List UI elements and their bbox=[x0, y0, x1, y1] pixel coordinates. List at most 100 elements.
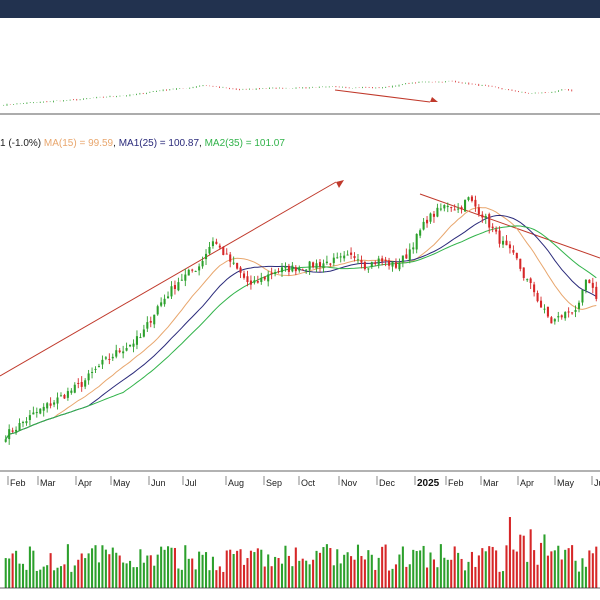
candle-body bbox=[156, 306, 159, 315]
volume-bar bbox=[550, 551, 553, 588]
candle-body bbox=[367, 268, 370, 270]
volume-bar bbox=[484, 551, 487, 588]
volume-bar bbox=[464, 570, 467, 588]
volume-bar bbox=[315, 550, 318, 588]
candle-body bbox=[553, 319, 556, 322]
candle-body bbox=[564, 312, 567, 319]
candle-body bbox=[236, 262, 239, 269]
candle-body bbox=[253, 280, 256, 283]
candle-body bbox=[35, 412, 38, 414]
volume-bar bbox=[111, 547, 114, 588]
candle-body bbox=[125, 348, 128, 351]
candle-body bbox=[242, 273, 246, 278]
legend-ma: MA(15) = 99.59 bbox=[43, 138, 114, 149]
volume-bar bbox=[146, 555, 149, 588]
volume-bar bbox=[533, 550, 536, 588]
x-tick-label: Apr bbox=[520, 478, 534, 488]
candle-body bbox=[56, 397, 59, 404]
candle-body bbox=[139, 337, 142, 339]
volume-bar bbox=[25, 569, 28, 588]
candle-body bbox=[481, 214, 484, 218]
candle-body bbox=[135, 336, 138, 345]
volume-bar bbox=[84, 558, 87, 588]
volume-bar bbox=[512, 549, 515, 588]
candle-body bbox=[405, 254, 408, 259]
volume-bar bbox=[270, 566, 273, 588]
x-tick-label: 2025 bbox=[417, 478, 440, 489]
volume-bar bbox=[457, 552, 460, 588]
volume-bar bbox=[284, 545, 287, 588]
overview-trendline-line bbox=[334, 89, 431, 103]
volume-bar bbox=[18, 563, 21, 588]
volume-bar bbox=[384, 544, 387, 588]
candle-body bbox=[180, 279, 183, 281]
volume-bar bbox=[260, 549, 263, 588]
volume-bar bbox=[329, 548, 332, 588]
volume-bar bbox=[474, 566, 477, 588]
candle-body bbox=[77, 382, 80, 384]
legend-price: 1 (-1.0%) bbox=[0, 138, 42, 149]
volume-bar bbox=[49, 553, 52, 588]
volume-bar bbox=[42, 566, 45, 588]
volume-bar bbox=[97, 562, 101, 588]
price-chart[interactable]: Feb Mar Apr May Jun Jul Aug Sep Oct Nov Dec 2025 Feb… bbox=[0, 148, 600, 600]
volume-bar bbox=[408, 564, 411, 588]
candle-body bbox=[588, 279, 591, 284]
candle-body bbox=[419, 230, 422, 236]
candle-body bbox=[15, 429, 18, 432]
candle-body bbox=[191, 269, 194, 271]
x-tick-label: Apr bbox=[78, 478, 92, 488]
volume-bar bbox=[256, 548, 259, 588]
volume-bar bbox=[526, 561, 529, 588]
legend-ma2: MA2(35) = 101.07 bbox=[204, 138, 285, 149]
volume-bar bbox=[353, 559, 356, 588]
volume-bar bbox=[263, 566, 266, 588]
candle-body bbox=[322, 263, 325, 269]
volume-bar bbox=[208, 570, 211, 588]
uptrend-line bbox=[0, 181, 337, 377]
volume-bar bbox=[149, 555, 152, 588]
candle-body bbox=[80, 382, 83, 387]
candle-body bbox=[384, 259, 387, 261]
candle-body bbox=[198, 266, 201, 271]
candle-body bbox=[115, 350, 118, 357]
volume-bar bbox=[367, 550, 370, 588]
x-tick-label: Jun bbox=[151, 478, 166, 488]
volume-bar bbox=[129, 560, 132, 588]
candle-body bbox=[363, 262, 366, 270]
candle-body bbox=[142, 329, 145, 337]
volume-bar bbox=[584, 566, 587, 588]
volume-bar bbox=[115, 552, 118, 588]
candle-body bbox=[491, 226, 494, 229]
volume-bar bbox=[87, 553, 90, 588]
volume-bar bbox=[415, 551, 418, 588]
candle-body bbox=[170, 286, 173, 297]
volume-bar bbox=[191, 558, 194, 588]
volume-bar bbox=[325, 544, 328, 588]
candle-body bbox=[360, 260, 363, 263]
volume-bar bbox=[170, 547, 173, 588]
candle-body bbox=[401, 255, 404, 263]
volume-bar bbox=[467, 561, 470, 588]
candle-body bbox=[84, 380, 87, 387]
x-tick-label: Mar bbox=[40, 478, 56, 488]
candle-body bbox=[460, 207, 463, 210]
overview-chart[interactable] bbox=[0, 60, 600, 130]
overview-candles bbox=[3, 80, 573, 106]
candle-body bbox=[515, 252, 518, 259]
candle-body bbox=[101, 359, 104, 365]
volume-bar bbox=[277, 558, 280, 588]
volume-bar bbox=[305, 560, 308, 588]
volume-bar bbox=[280, 563, 284, 588]
candle-body bbox=[432, 213, 435, 217]
candle-body bbox=[453, 209, 456, 211]
candle-body bbox=[32, 412, 35, 415]
candle-body bbox=[394, 262, 398, 268]
volume-bar bbox=[591, 553, 594, 588]
x-tick-label: May bbox=[113, 478, 131, 488]
candle-body bbox=[225, 253, 228, 255]
ma-line-0 bbox=[5, 206, 597, 440]
volume-bar bbox=[274, 556, 277, 588]
candle-body bbox=[505, 240, 508, 246]
candle-body bbox=[94, 368, 97, 370]
